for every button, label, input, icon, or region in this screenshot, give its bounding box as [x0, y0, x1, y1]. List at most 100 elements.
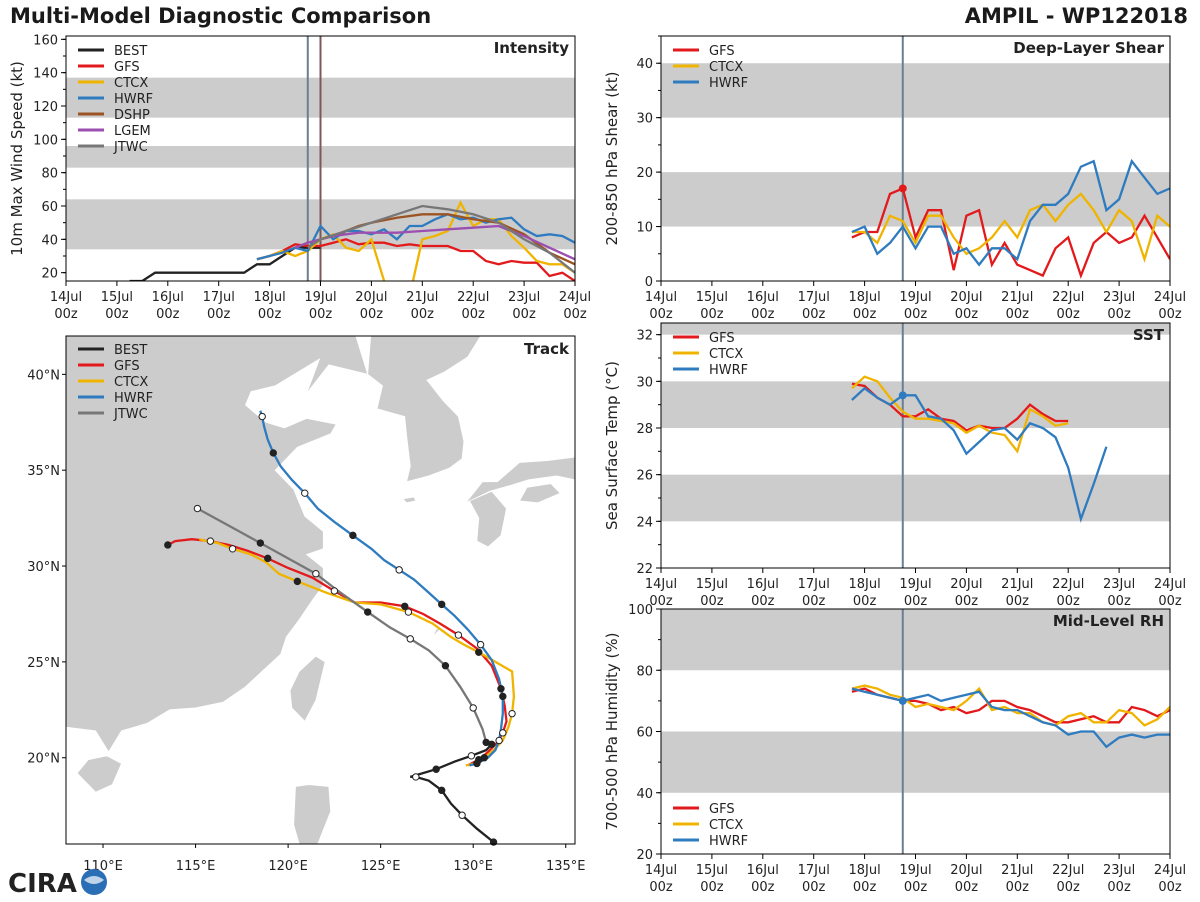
y-tick-label: 30 — [636, 375, 653, 390]
x-tick-hour: 00z — [1107, 880, 1131, 895]
panel-title: Deep-Layer Shear — [1013, 39, 1164, 57]
lon-tick-label: 120°E — [268, 859, 308, 874]
track-position-marker — [363, 608, 372, 616]
track-position-marker — [499, 729, 507, 737]
lat-tick-label: 30°N — [27, 560, 60, 575]
legend-label: GFS — [709, 802, 735, 817]
y-tick-label: 40 — [636, 57, 653, 72]
chart-intensity: 20 40 60 80 100 120 140 160 14Jul 00z 15Jul 00z 16Ju… — [8, 33, 591, 322]
x-tick-hour: 00z — [563, 307, 587, 322]
x-tick-date: 15Jul — [696, 290, 728, 305]
x-tick-date: 20Jul — [950, 863, 982, 878]
legend-label: CTCX — [114, 375, 148, 390]
x-tick-hour: 00z — [1006, 307, 1030, 322]
x-tick-date: 23Jul — [1103, 577, 1135, 592]
legend-label: DSHP — [114, 108, 150, 123]
y-tick-label: 24 — [636, 515, 653, 530]
x-tick-hour: 00z — [649, 880, 673, 895]
y-tick-label: 20 — [41, 267, 58, 282]
x-tick-hour: 00z — [802, 307, 826, 322]
track-position-marker — [482, 738, 490, 747]
shaded-band — [661, 381, 1170, 428]
x-tick-hour: 00z — [751, 307, 775, 322]
x-tick-hour: 00z — [309, 307, 333, 322]
legend-label: HWRF — [114, 92, 153, 107]
x-tick-hour: 00z — [1158, 880, 1182, 895]
y-tick-label: 22 — [636, 562, 653, 577]
cira-logo: CIRA — [6, 866, 110, 902]
y-tick-label: 0 — [645, 275, 653, 290]
legend-label: BEST — [114, 343, 147, 358]
x-tick-hour: 00z — [853, 880, 877, 895]
x-tick-hour: 00z — [955, 880, 979, 895]
x-tick-date: 14Jul — [645, 577, 677, 592]
x-tick-hour: 00z — [751, 594, 775, 609]
panel-title: Intensity — [494, 39, 570, 57]
x-tick-hour: 00z — [955, 307, 979, 322]
track-position-marker — [438, 600, 446, 609]
legend-label: CTCX — [709, 818, 743, 833]
x-tick-date: 23Jul — [508, 290, 540, 305]
chart-sst: 22 24 26 28 30 32 14Jul 00z 15Jul 00z 16Jul 00z 17Ju… — [603, 322, 1186, 609]
x-tick-hour: 00z — [1057, 307, 1081, 322]
y-axis-label: 700-500 hPa Humidity (%) — [603, 632, 621, 830]
x-tick-hour: 00z — [156, 307, 180, 322]
x-tick-hour: 00z — [802, 880, 826, 895]
lon-tick-label: 130°E — [453, 859, 493, 874]
x-tick-date: 16Jul — [152, 290, 184, 305]
lat-tick-label: 20°N — [27, 752, 60, 767]
cira-logo-icon: CIRA — [8, 869, 107, 899]
x-tick-date: 16Jul — [747, 290, 779, 305]
x-tick-hour: 00z — [411, 307, 435, 322]
x-tick-date: 24Jul — [1154, 290, 1186, 305]
x-tick-date: 18Jul — [848, 863, 880, 878]
x-tick-date: 17Jul — [203, 290, 235, 305]
shaded-band — [661, 323, 1170, 335]
x-tick-hour: 00z — [1057, 880, 1081, 895]
panel-title: Track — [524, 340, 570, 358]
series-best-line — [129, 246, 321, 281]
y-tick-label: 40 — [41, 233, 58, 248]
x-tick-date: 14Jul — [50, 290, 82, 305]
legend-label: HWRF — [114, 391, 153, 406]
track-position-marker — [458, 811, 466, 819]
y-tick-label: 80 — [41, 167, 58, 182]
track-position-marker — [476, 640, 485, 649]
y-tick-label: 40 — [636, 787, 653, 802]
x-tick-date: 23Jul — [1103, 863, 1135, 878]
y-tick-label: 28 — [636, 422, 653, 437]
shaded-band — [661, 474, 1170, 522]
legend-label: HWRF — [709, 363, 748, 378]
x-tick-date: 21Jul — [406, 290, 438, 305]
x-tick-hour: 00z — [105, 307, 129, 322]
initial-time-marker — [898, 391, 907, 400]
x-tick-hour: 00z — [853, 594, 877, 609]
track-position-marker — [467, 752, 476, 760]
x-tick-hour: 00z — [853, 307, 877, 322]
logo-swirl — [84, 876, 104, 884]
figure-title: Multi-Model Diagnostic Comparison — [10, 4, 432, 28]
shaded-band — [661, 172, 1170, 227]
y-tick-label: 26 — [636, 469, 653, 484]
x-tick-date: 21Jul — [1001, 863, 1033, 878]
lat-tick-label: 25°N — [27, 656, 60, 671]
x-tick-hour: 00z — [1158, 307, 1182, 322]
x-tick-date: 24Jul — [1154, 577, 1186, 592]
x-tick-date: 19Jul — [899, 577, 931, 592]
x-tick-hour: 00z — [904, 307, 928, 322]
x-tick-date: 20Jul — [950, 290, 982, 305]
logo-text: CIRA — [8, 869, 77, 898]
legend-label: BEST — [114, 44, 147, 59]
land-honshu-west — [465, 456, 575, 504]
x-tick-hour: 00z — [802, 594, 826, 609]
x-tick-hour: 00z — [649, 594, 673, 609]
y-tick-label: 30 — [636, 112, 653, 127]
x-tick-hour: 00z — [904, 594, 928, 609]
y-tick-label: 120 — [33, 100, 58, 115]
x-tick-date: 17Jul — [798, 863, 830, 878]
x-tick-date: 18Jul — [848, 577, 880, 592]
legend-label: HWRF — [709, 76, 748, 91]
y-tick-label: 32 — [636, 329, 653, 344]
track-position-marker — [412, 773, 420, 781]
track-position-marker — [495, 736, 503, 745]
